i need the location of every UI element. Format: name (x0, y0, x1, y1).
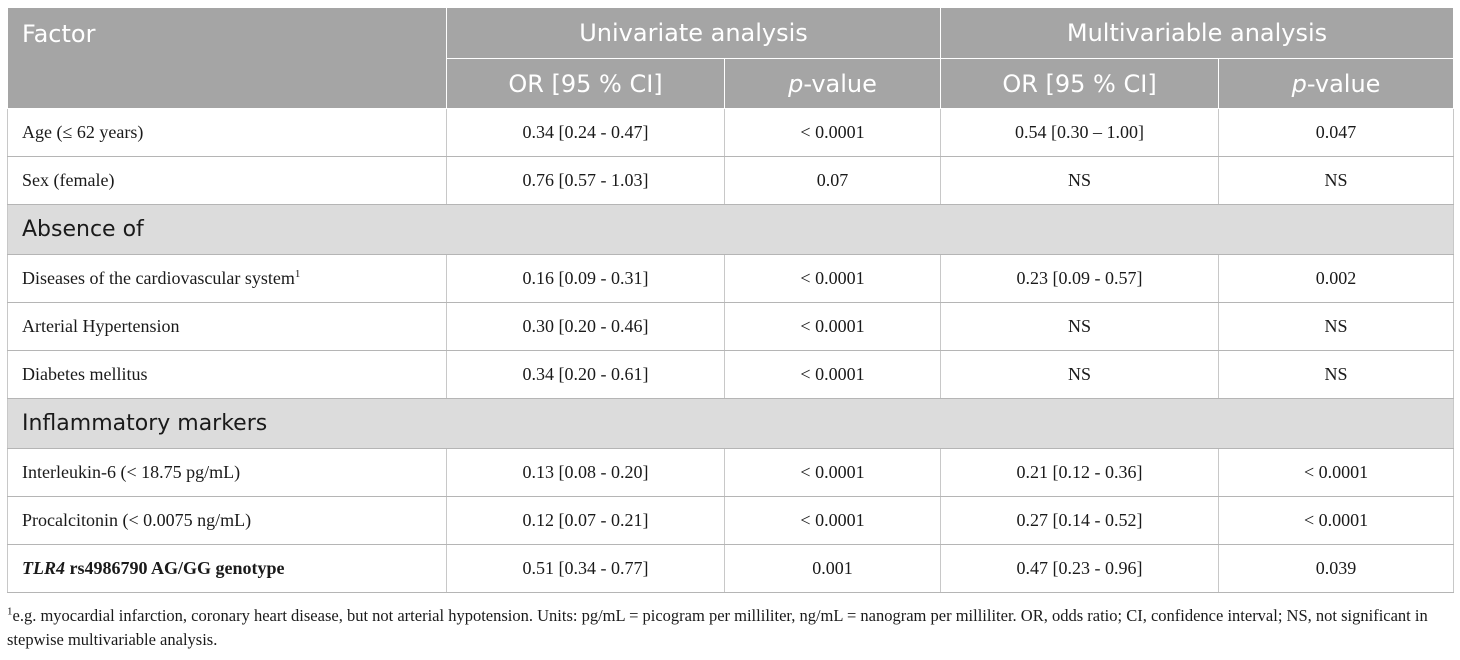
multi-p-cell: NS (1218, 156, 1455, 205)
factor-cell: Diseases of the cardiovascular system1 (7, 254, 447, 303)
section-row: Absence of (6, 204, 1455, 255)
table-footnote: 1e.g. myocardial infarction, coronary he… (7, 604, 1453, 652)
footnote-marker: 1 (7, 605, 13, 618)
multi-or-cell: 0.21 [0.12 - 0.36] (940, 448, 1220, 497)
table-row: Diabetes mellitus 0.34 [0.20 - 0.61] < 0… (7, 350, 1455, 399)
uni-p-cell: < 0.0001 (724, 448, 942, 497)
header-multivariable: Multivariable analysis (940, 7, 1455, 59)
uni-or-cell: 0.51 [0.34 - 0.77] (446, 544, 725, 593)
multi-p-cell: 0.047 (1218, 108, 1455, 157)
uni-or-cell: 0.34 [0.20 - 0.61] (446, 350, 725, 399)
uni-p-cell: 0.07 (724, 156, 942, 205)
uni-p-cell: 0.001 (724, 544, 942, 593)
multi-p-cell: < 0.0001 (1218, 496, 1455, 545)
uni-p-cell: < 0.0001 (724, 350, 942, 399)
multi-p-cell: NS (1218, 350, 1455, 399)
uni-or-cell: 0.12 [0.07 - 0.21] (446, 496, 725, 545)
factor-cell: Interleukin-6 (< 18.75 pg/mL) (7, 448, 447, 497)
multi-or-cell: NS (940, 302, 1220, 351)
uni-or-cell: 0.34 [0.24 - 0.47] (446, 108, 725, 157)
uni-or-cell: 0.76 [0.57 - 1.03] (446, 156, 725, 205)
factor-cell: Arterial Hypertension (7, 302, 447, 351)
header-uni-p: p-value (723, 58, 942, 109)
table-header: Factor Univariate analysis Multivariable… (7, 7, 1455, 109)
factor-text: Diseases of the cardiovascular system (22, 268, 295, 288)
table-row: Age (≤ 62 years) 0.34 [0.24 - 0.47] < 0.… (7, 108, 1455, 157)
multi-or-cell: 0.23 [0.09 - 0.57] (940, 254, 1220, 303)
p-rest: -value (1306, 69, 1381, 98)
section-row: Inflammatory markers (6, 398, 1455, 449)
multi-p-cell: 0.002 (1218, 254, 1455, 303)
header-uni-or: OR [95 % CI] (446, 58, 725, 109)
table-row: TLR4 rs4986790 AG/GG genotype 0.51 [0.34… (7, 544, 1455, 593)
table-row: Procalcitonin (< 0.0075 ng/mL) 0.12 [0.0… (7, 496, 1455, 545)
table-row: Arterial Hypertension 0.30 [0.20 - 0.46]… (7, 302, 1455, 351)
multi-or-cell: 0.47 [0.23 - 0.96] (940, 544, 1220, 593)
factor-cell: Age (≤ 62 years) (7, 108, 447, 157)
footnote-text: e.g. myocardial infarction, coronary hea… (7, 606, 1428, 649)
table-row: Sex (female) 0.76 [0.57 - 1.03] 0.07 NS … (7, 156, 1455, 205)
p-italic: p (1291, 69, 1307, 98)
factor-cell: Diabetes mellitus (7, 350, 447, 399)
header-factor: Factor (7, 7, 447, 109)
multi-or-cell: NS (940, 156, 1220, 205)
multi-or-cell: 0.27 [0.14 - 0.52] (940, 496, 1220, 545)
multi-p-cell: NS (1218, 302, 1455, 351)
footnote-marker: 1 (294, 268, 301, 280)
section-absence-of: Absence of (6, 204, 1455, 255)
results-table: Factor Univariate analysis Multivariable… (6, 7, 1455, 593)
uni-p-cell: < 0.0001 (724, 254, 942, 303)
factor-cell: Sex (female) (7, 156, 447, 205)
multi-p-cell: 0.039 (1218, 544, 1455, 593)
table-row: Diseases of the cardiovascular system1 0… (7, 254, 1455, 303)
multi-or-cell: 0.54 [0.30 – 1.00] (940, 108, 1220, 157)
uni-p-cell: < 0.0001 (724, 108, 942, 157)
header-univariate: Univariate analysis (445, 7, 942, 59)
multi-or-cell: NS (940, 350, 1220, 399)
section-inflammatory-markers: Inflammatory markers (6, 398, 1455, 449)
factor-cell: Procalcitonin (< 0.0075 ng/mL) (7, 496, 447, 545)
p-italic: p (788, 69, 804, 98)
table-row: Interleukin-6 (< 18.75 pg/mL) 0.13 [0.08… (7, 448, 1455, 497)
gene-name: TLR4 (22, 558, 65, 578)
factor-text: rs4986790 AG/GG genotype (65, 558, 285, 578)
uni-or-cell: 0.30 [0.20 - 0.46] (446, 302, 725, 351)
multi-p-cell: < 0.0001 (1218, 448, 1455, 497)
uni-or-cell: 0.16 [0.09 - 0.31] (446, 254, 725, 303)
uni-p-cell: < 0.0001 (724, 302, 942, 351)
table-body: Age (≤ 62 years) 0.34 [0.24 - 0.47] < 0.… (6, 108, 1455, 593)
header-multi-or: OR [95 % CI] (940, 58, 1220, 109)
header-multi-p: p-value (1218, 58, 1455, 109)
factor-cell: TLR4 rs4986790 AG/GG genotype (7, 544, 447, 593)
p-rest: -value (803, 69, 877, 98)
uni-or-cell: 0.13 [0.08 - 0.20] (446, 448, 725, 497)
uni-p-cell: < 0.0001 (724, 496, 942, 545)
